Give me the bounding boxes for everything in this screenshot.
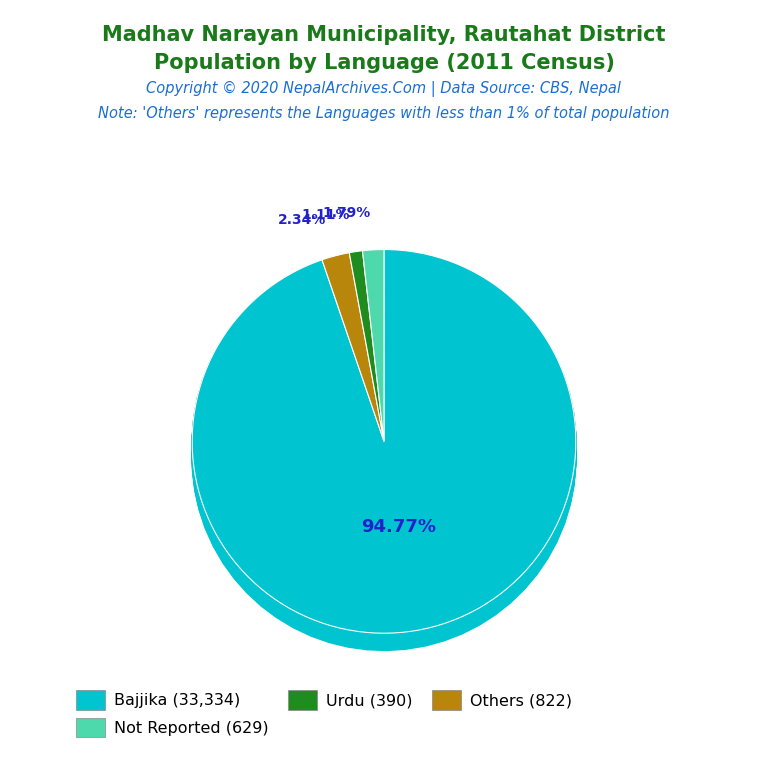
- Text: Madhav Narayan Municipality, Rautahat District: Madhav Narayan Municipality, Rautahat Di…: [102, 25, 666, 45]
- Text: 94.77%: 94.77%: [361, 518, 435, 535]
- Polygon shape: [192, 263, 576, 647]
- Polygon shape: [192, 266, 576, 650]
- Polygon shape: [192, 261, 576, 644]
- Text: Copyright © 2020 NepalArchives.Com | Data Source: CBS, Nepal: Copyright © 2020 NepalArchives.Com | Dat…: [147, 81, 621, 97]
- Wedge shape: [362, 250, 384, 442]
- Polygon shape: [192, 257, 576, 640]
- Polygon shape: [192, 257, 576, 641]
- Polygon shape: [192, 266, 576, 650]
- Polygon shape: [192, 264, 576, 647]
- Wedge shape: [349, 250, 384, 442]
- Polygon shape: [192, 265, 576, 648]
- Wedge shape: [192, 250, 576, 633]
- Text: Note: 'Others' represents the Languages with less than 1% of total population: Note: 'Others' represents the Languages …: [98, 106, 670, 121]
- Polygon shape: [192, 253, 576, 637]
- Polygon shape: [192, 254, 576, 638]
- Polygon shape: [192, 260, 576, 644]
- Polygon shape: [192, 262, 576, 646]
- Text: 1.79%: 1.79%: [323, 206, 371, 220]
- Polygon shape: [192, 253, 576, 636]
- Polygon shape: [192, 251, 576, 635]
- Polygon shape: [192, 255, 576, 639]
- Text: 2.34%: 2.34%: [278, 213, 326, 227]
- Text: 1.11%: 1.11%: [302, 207, 350, 222]
- Wedge shape: [322, 253, 384, 442]
- Polygon shape: [192, 250, 576, 634]
- Text: Population by Language (2011 Census): Population by Language (2011 Census): [154, 53, 614, 73]
- Polygon shape: [192, 259, 576, 643]
- Legend: Bajjika (33,334), Not Reported (629), Urdu (390), Others (822): Bajjika (33,334), Not Reported (629), Ur…: [69, 684, 578, 743]
- Polygon shape: [192, 258, 576, 642]
